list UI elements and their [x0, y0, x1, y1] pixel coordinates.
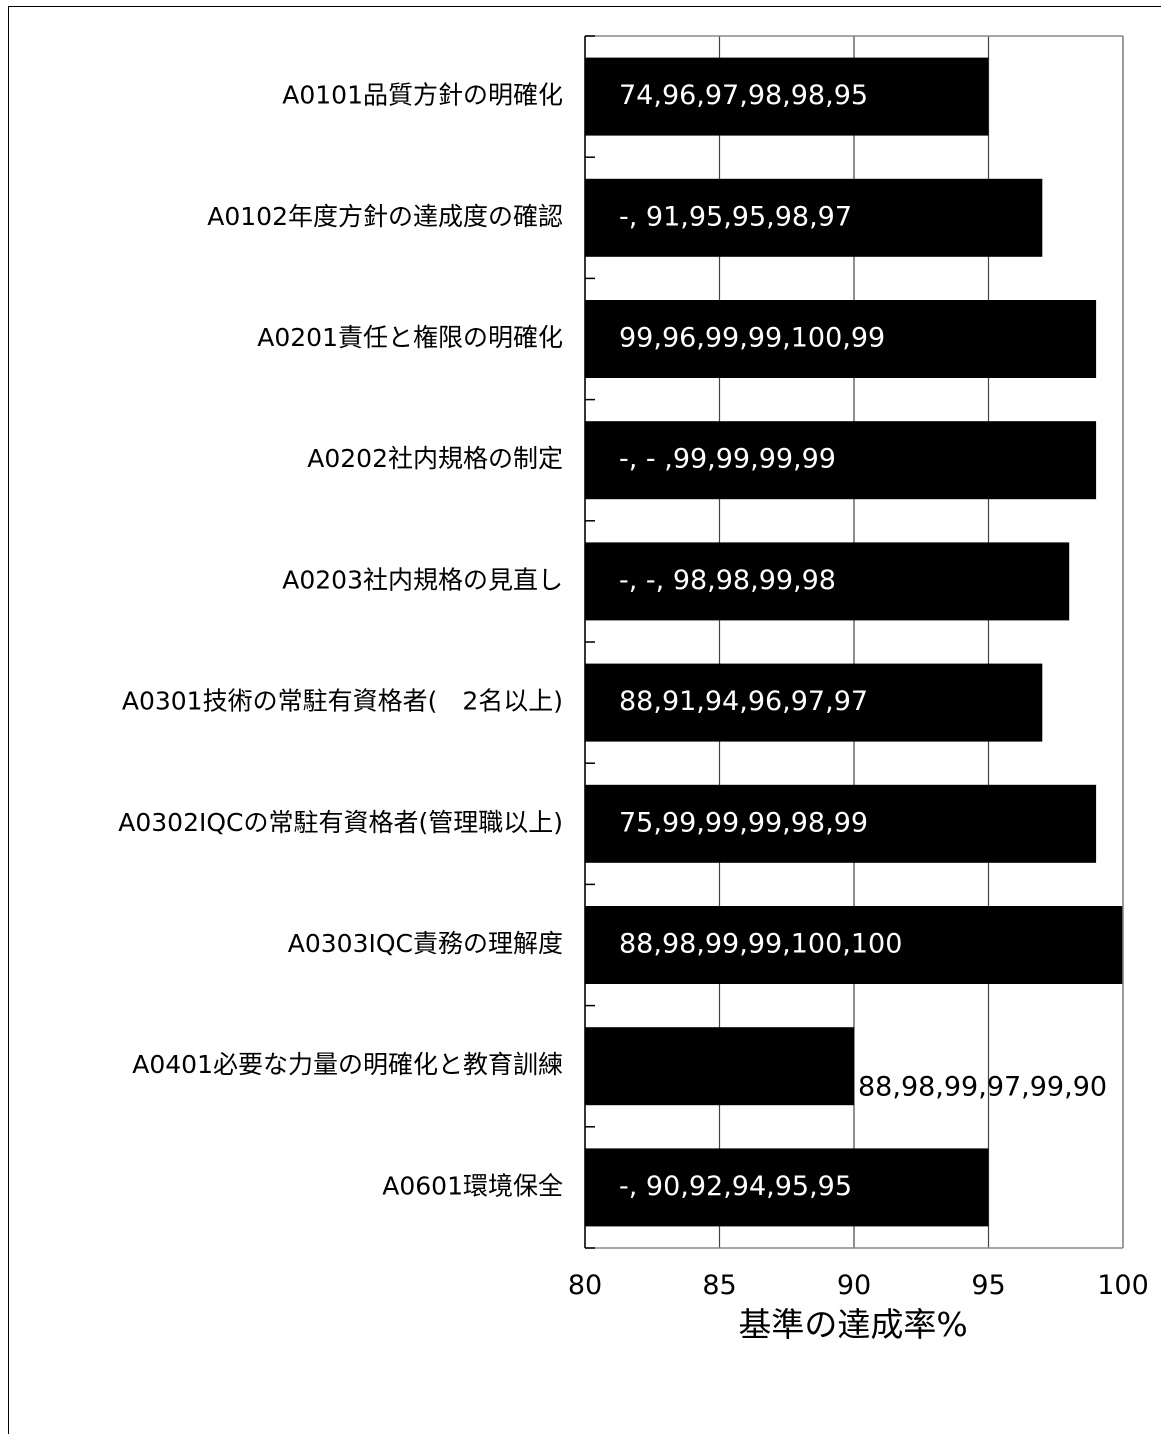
bar: [585, 57, 989, 136]
x-axis-title: 基準の達成率%: [738, 1305, 967, 1344]
x-tick-label: 95: [971, 1270, 1005, 1301]
labels: 80 85 90 95 100 A0101品質方針の明確化 74,96,97,98,98,9…: [118, 80, 1149, 1301]
bar: [585, 784, 1097, 863]
data-label: 88,91,94,96,97,97: [619, 686, 868, 717]
data-label: 88,98,99,99,100,100: [619, 929, 902, 960]
data-label: -, - ,99,99,99,99: [619, 444, 836, 475]
x-tick-label: 85: [702, 1270, 736, 1301]
data-label: -, 90,92,94,95,95: [619, 1171, 852, 1202]
category-label: A0303IQC責務の理解度: [288, 929, 563, 958]
x-tick-label: 80: [568, 1270, 602, 1301]
category-label: A0301技術の常駐有資格者( 2名以上): [122, 687, 563, 716]
bar: [585, 300, 1097, 378]
data-label: -, 91,95,95,98,97: [619, 201, 852, 232]
category-label: A0203社内規格の見直し: [282, 565, 563, 594]
axes: [584, 35, 1124, 1249]
bar: [585, 1148, 989, 1227]
data-label: 88,98,99,97,99,90: [858, 1072, 1107, 1103]
category-label: A0601環境保全: [382, 1171, 563, 1200]
data-label: 75,99,99,99,98,99: [619, 807, 868, 838]
category-label: A0102年度方針の達成度の確認: [207, 202, 563, 231]
bar: [585, 178, 1043, 257]
category-label: A0302IQCの常駐有資格者(管理職以上): [118, 808, 563, 837]
category-label: A0202社内規格の制定: [307, 444, 563, 473]
data-label: -, -, 98,98,99,98: [619, 565, 836, 596]
x-tick-label: 90: [837, 1270, 871, 1301]
bar: [585, 421, 1097, 500]
category-label: A0401必要な力量の明確化と教育訓練: [132, 1050, 563, 1079]
bar: [585, 906, 1123, 984]
bar: [585, 663, 1043, 742]
bar: [585, 542, 1070, 621]
bars: [585, 57, 1123, 1227]
x-tick-label: 100: [1097, 1270, 1149, 1301]
data-label: 74,96,97,98,98,95: [619, 80, 868, 111]
bar: [585, 1027, 854, 1106]
category-label: A0101品質方針の明確化: [282, 81, 563, 110]
data-label: 99,96,99,99,100,99: [619, 323, 885, 354]
category-label: A0201責任と権限の明確化: [257, 323, 563, 352]
chart-frame: [8, 6, 1161, 1434]
